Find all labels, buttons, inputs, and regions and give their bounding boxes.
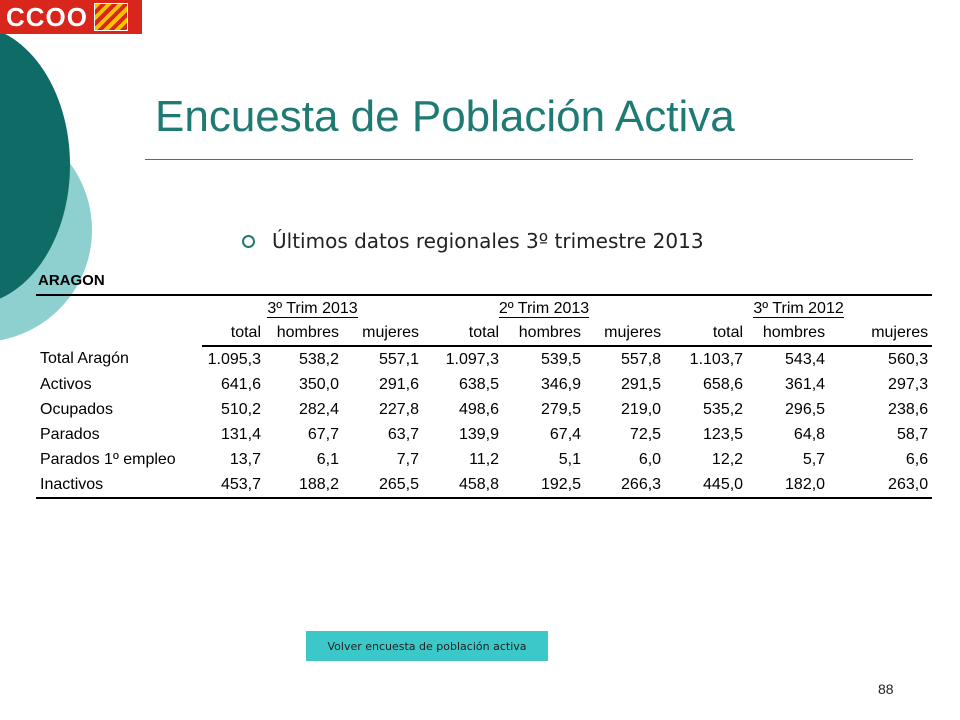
column-header: hombres (503, 321, 586, 347)
bullet-text: Últimos datos regionales 3º trimestre 20… (272, 229, 704, 253)
table-cell: 641,6 (220, 375, 261, 393)
group-header: 2º Trim 2013 (498, 299, 590, 318)
table-cell: 182,0 (747, 472, 830, 499)
table-cell: 188,2 (265, 472, 343, 499)
circle-bullet-icon (242, 234, 255, 248)
table-cell: 291,6 (378, 375, 420, 393)
logo-text: CCOO (6, 2, 88, 32)
table-row: Parados 131,4 67,7 63,7 139,9 67,4 72,5 … (36, 422, 932, 447)
table-cell: 458,8 (423, 472, 504, 499)
table-row: Inactivos 453,7 188,2 265,5 458,8 192,5 … (36, 472, 933, 499)
table-cell: 1.103,7 (689, 350, 744, 368)
bullet-item: Últimos datos regionales 3º trimestre 20… (242, 229, 704, 253)
table-cell: 6,1 (316, 450, 339, 468)
table-cell: 1.095,3 (207, 350, 261, 368)
table-cell: 227,8 (378, 400, 420, 418)
table-cell: 11,2 (469, 450, 500, 468)
group-header: 3º Trim 2012 (753, 299, 844, 318)
table-cell: 297,3 (888, 375, 929, 393)
ccoo-logo: CCOO (0, 0, 142, 34)
table-cell: 361,4 (785, 375, 826, 393)
table-cell: 123,5 (703, 425, 744, 443)
table-cell: 13,7 (229, 450, 261, 468)
table-cell: 12,2 (711, 450, 744, 468)
column-header: total (202, 321, 265, 347)
table-row: Total Aragón 1.095,3 538,2 557,1 1.097,3… (36, 346, 932, 372)
column-header: total (423, 321, 504, 347)
column-header: total (665, 321, 748, 347)
column-header: mujeres (343, 321, 424, 347)
column-header: mujeres (829, 321, 933, 347)
table-cell: 5,1 (558, 450, 582, 468)
group-header: 3º Trim 2013 (267, 299, 358, 318)
table-cell: 543,4 (785, 350, 826, 368)
table-cell: 6,6 (905, 450, 929, 468)
column-header: hombres (265, 321, 343, 347)
table-cell: 498,6 (458, 400, 500, 418)
table-cell: 346,9 (540, 375, 582, 393)
row-label: Parados 1º empleo (40, 450, 176, 468)
table-cell: 192,5 (503, 472, 586, 499)
table-cell: 139,9 (458, 425, 500, 443)
table-cell: 67,7 (307, 425, 339, 443)
table-cell: 266,3 (585, 472, 666, 499)
table-row: Ocupados 510,2 282,4 227,8 498,6 279,5 2… (36, 397, 932, 422)
table-cell: 291,5 (621, 375, 662, 393)
table-cell: 282,4 (298, 400, 339, 418)
row-label: Inactivos (36, 472, 202, 499)
table-cell: 510,2 (220, 400, 261, 418)
table-cell: 238,6 (888, 400, 929, 418)
table-cell: 6,0 (638, 450, 662, 468)
table-row: Activos 641,6 350,0 291,6 638,5 346,9 29… (36, 372, 932, 397)
region-label: ARAGON (38, 272, 105, 289)
table-cell: 638,5 (458, 375, 500, 393)
aragon-flag-icon (94, 3, 128, 31)
title-divider (145, 159, 913, 160)
row-label: Total Aragón (40, 350, 129, 367)
table-cell: 445,0 (665, 472, 748, 499)
table-cell: 538,2 (298, 350, 339, 368)
table-cell: 63,7 (387, 425, 420, 443)
table-cell: 557,8 (621, 350, 662, 368)
table-cell: 539,5 (540, 350, 582, 368)
row-label: Ocupados (40, 400, 113, 418)
table-cell: 64,8 (793, 425, 826, 443)
back-to-epa-button[interactable]: Volver encuesta de población activa (306, 631, 548, 661)
table-cell: 7,7 (396, 450, 420, 468)
table-cell: 296,5 (785, 400, 826, 418)
table-cell: 535,2 (703, 400, 744, 418)
table-cell: 560,3 (888, 350, 929, 368)
row-label: Activos (40, 375, 92, 393)
page-number: 88 (878, 681, 894, 697)
row-label: Parados (40, 425, 100, 443)
data-table: 3º Trim 2013 2º Trim 2013 3º Trim 2012 t… (36, 294, 933, 499)
table-cell: 453,7 (202, 472, 265, 499)
column-header: hombres (747, 321, 830, 347)
table-cell: 263,0 (829, 472, 933, 499)
table-cell: 279,5 (540, 400, 582, 418)
table-cell: 658,6 (703, 375, 744, 393)
table-cell: 265,5 (343, 472, 424, 499)
table-cell: 5,7 (802, 450, 826, 468)
subcolumn-header-row: total hombres mujeres total hombres muje… (36, 321, 933, 347)
group-header-row: 3º Trim 2013 2º Trim 2013 3º Trim 2012 (36, 294, 933, 321)
table-cell: 219,0 (621, 400, 662, 418)
table-cell: 557,1 (378, 350, 420, 368)
table-cell: 350,0 (298, 375, 339, 393)
table-row: Parados 1º empleo 13,7 6,1 7,7 11,2 5,1 … (36, 447, 932, 472)
table-cell: 67,4 (549, 425, 582, 443)
column-header: mujeres (585, 321, 666, 347)
decorative-circles (0, 31, 92, 341)
table-cell: 72,5 (629, 425, 662, 443)
slide-title: Encuesta de Población Activa (155, 92, 735, 141)
table-cell: 58,7 (896, 425, 929, 443)
table-cell: 131,4 (220, 425, 261, 443)
table-cell: 1.097,3 (445, 350, 500, 368)
